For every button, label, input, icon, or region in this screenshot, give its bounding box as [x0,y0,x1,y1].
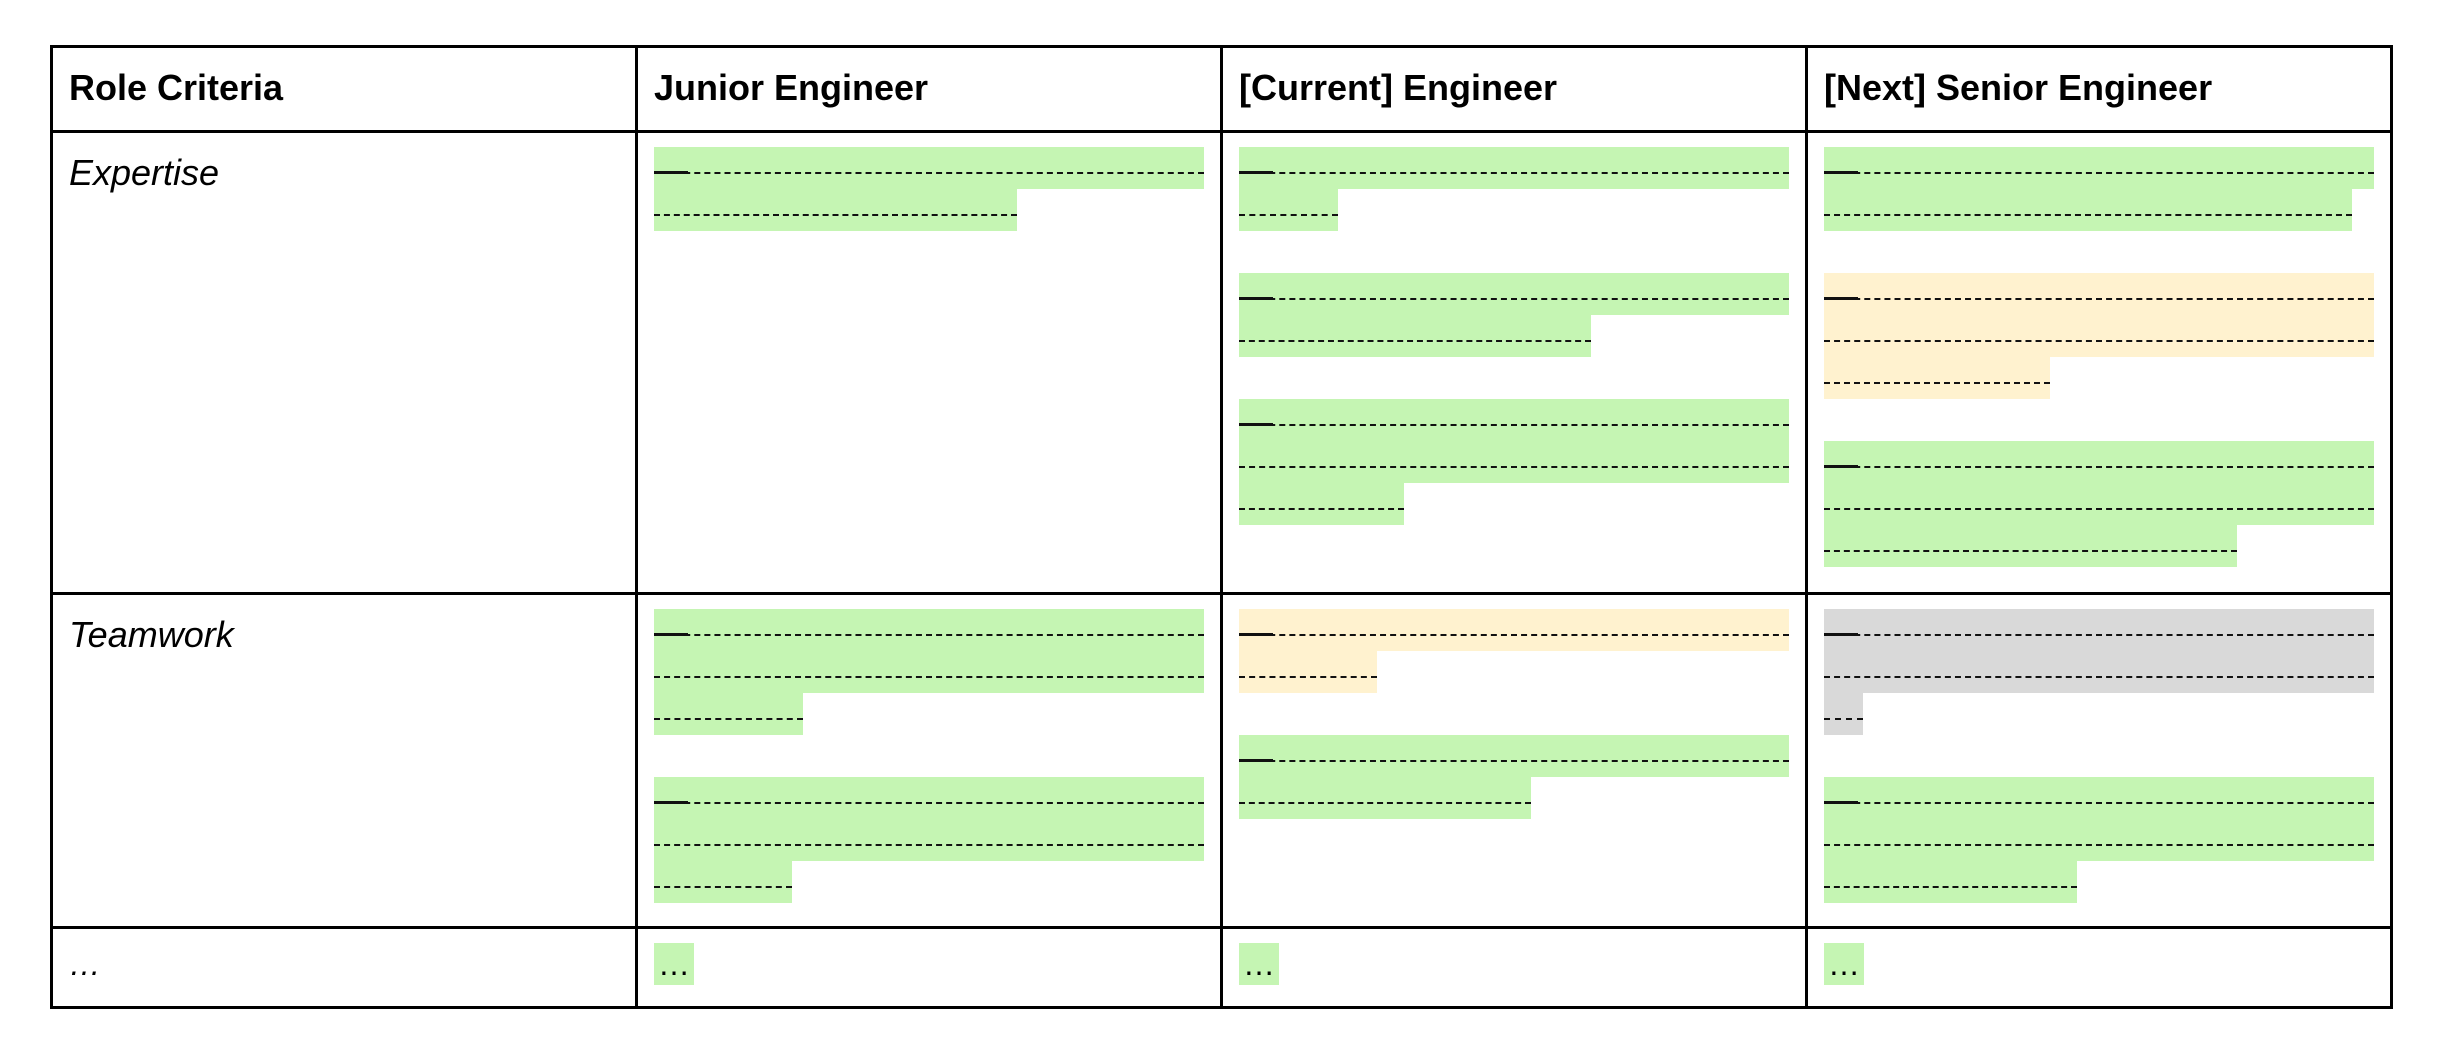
entries-expertise-current [1239,147,1789,525]
redacted-text-line [1239,735,1789,777]
redacted-text-line [1239,609,1789,651]
redacted-text-line [654,861,792,903]
criteria-expertise: Expertise [50,130,638,595]
cell-expertise-next [1805,130,2393,595]
cell-expertise-current [1220,130,1808,595]
cell-more-next: … [1805,926,2393,1009]
redacted-text-line [1824,777,2374,819]
redacted-text-line [1239,777,1531,819]
more-placeholder-next: … [1824,943,1864,985]
redacted-text-line [654,651,1204,693]
header-junior-engineer: Junior Engineer [635,45,1223,133]
redacted-text-line [1239,315,1591,357]
cell-teamwork-current [1220,592,1808,929]
cell-teamwork-next [1805,592,2393,929]
entries-teamwork-current [1239,609,1789,819]
cell-expertise-junior [635,130,1223,595]
criteria-more: … [50,926,638,1009]
entries-expertise-junior [654,147,1204,231]
redacted-text-line [1239,273,1789,315]
criteria-entry-in-progress [1824,273,2374,399]
redacted-text-line [654,609,1204,651]
criteria-entry-not-started [1824,609,2374,735]
more-placeholder-current: … [1239,943,1279,985]
redacted-text-line [1824,189,2352,231]
table-row-teamwork: Teamwork [50,592,2393,929]
redacted-text-line [654,693,803,735]
criteria-entry-met [1824,441,2374,567]
entries-teamwork-next [1824,609,2374,903]
cell-teamwork-junior [635,592,1223,929]
redacted-text-line [1824,693,1863,735]
criteria-entry-met [654,777,1204,903]
redacted-text-line [1239,189,1338,231]
more-placeholder-junior: … [654,943,694,985]
criteria-entry-met [654,609,1204,735]
redacted-text-line [1239,441,1789,483]
redacted-text-line [1824,609,2374,651]
criteria-entry-in-progress [1239,609,1789,693]
redacted-text-line [654,819,1204,861]
redacted-text-line [654,189,1017,231]
criteria-entry-met [1239,273,1789,357]
criteria-entry-met [1239,399,1789,525]
header-next-senior-engineer: [Next] Senior Engineer [1805,45,2393,133]
redacted-text-line [1824,651,2374,693]
redacted-text-line [1824,525,2237,567]
cell-more-current: … [1220,926,1808,1009]
redacted-text-line [1824,819,2374,861]
redacted-text-line [1824,147,2374,189]
header-current-engineer: [Current] Engineer [1220,45,1808,133]
header-row: Role Criteria Junior Engineer [Current] … [50,45,2393,133]
role-criteria-table: Role Criteria Junior Engineer [Current] … [50,45,2393,1009]
redacted-text-line [1824,273,2374,315]
criteria-entry-met [1239,147,1789,231]
redacted-text-line [654,147,1204,189]
entries-expertise-next [1824,147,2374,567]
criteria-entry-met [654,147,1204,231]
criteria-entry-met [1239,735,1789,819]
redacted-text-line [1824,861,2077,903]
redacted-text-line [1824,357,2050,399]
redacted-text-line [1239,483,1404,525]
redacted-text-line [1239,399,1789,441]
criteria-entry-met [1824,777,2374,903]
redacted-text-line [1824,483,2374,525]
redacted-text-line [1824,315,2374,357]
redacted-text-line [1239,651,1377,693]
entries-teamwork-junior [654,609,1204,903]
header-role-criteria: Role Criteria [50,45,638,133]
redacted-text-line [1239,147,1789,189]
criteria-teamwork: Teamwork [50,592,638,929]
table-row-more: … … … … [50,926,2393,1009]
redacted-text-line [654,777,1204,819]
redacted-text-line [1824,441,2374,483]
table-row-expertise: Expertise [50,130,2393,595]
criteria-entry-met [1824,147,2374,231]
cell-more-junior: … [635,926,1223,1009]
